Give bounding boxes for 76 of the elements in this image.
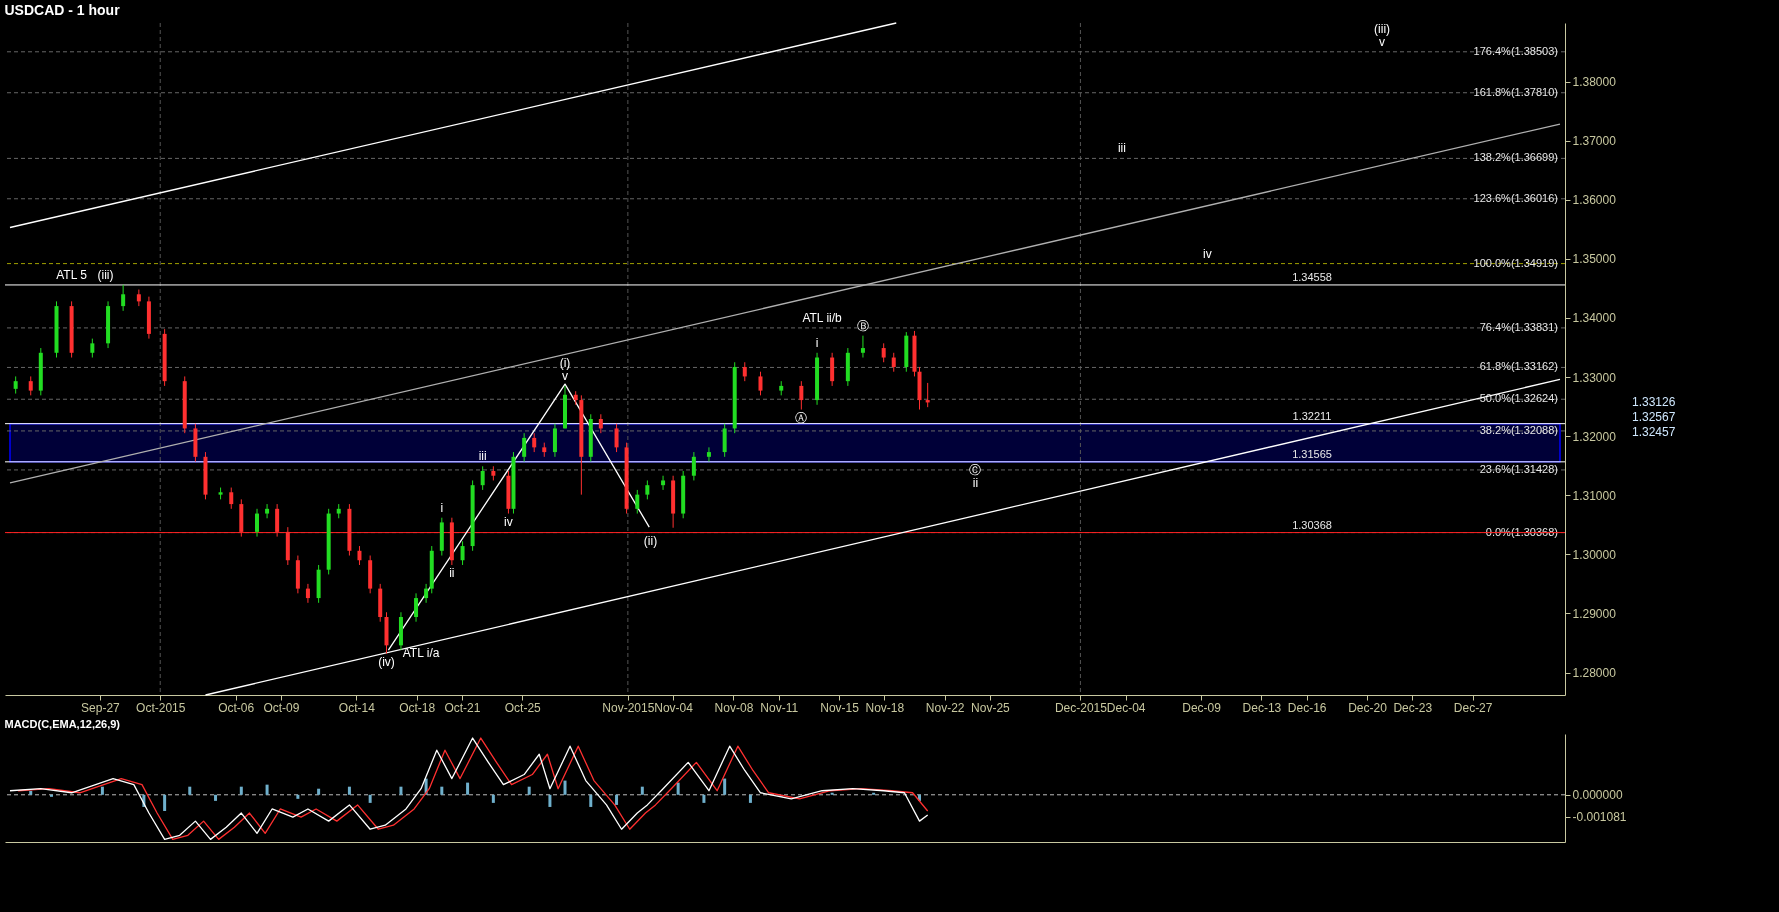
text: 1.32567 [1632, 410, 1676, 425]
ref-line-label: 1.30368 [1292, 518, 1332, 531]
x-tick-label: Dec-16 [1287, 700, 1327, 715]
x-tick-label: Nov-22 [925, 700, 965, 715]
text: 1.33126 [1632, 395, 1676, 410]
y-tick-label: 0.000000 [1572, 788, 1623, 803]
x-tick-label: Nov-04 [654, 700, 694, 715]
ref-line-label: 1.32211 [1292, 409, 1332, 422]
chart-title: MACD(C,EMA,12,26,9) [4, 718, 121, 730]
annotation: Ⓒ [969, 462, 982, 477]
annotation: ii [449, 565, 455, 580]
annotation: Ⓐ [795, 410, 808, 425]
ref-line-label: 161.8%(1.37810) [1473, 85, 1558, 98]
y-tick-label: 1.31000 [1572, 488, 1617, 503]
x-tick-label: Dec-04 [1106, 700, 1146, 715]
y-tick-label: 1.37000 [1572, 134, 1617, 149]
x-tick-label: Oct-21 [444, 700, 481, 715]
y-tick-label: 1.33000 [1572, 370, 1617, 385]
annotation: i [440, 500, 444, 515]
y-tick-label: 1.36000 [1572, 193, 1617, 208]
y-tick-label: -0.001081 [1572, 810, 1627, 825]
annotation: i [815, 335, 819, 350]
chart-title: USDCAD - 1 hour [4, 2, 121, 19]
x-tick-label: Oct-25 [504, 700, 542, 715]
x-tick-label: Nov-11 [760, 700, 799, 715]
annotation: ii [972, 475, 979, 490]
annotation: ATL 5 [56, 267, 88, 282]
y-tick-label: 1.28000 [1572, 666, 1617, 681]
ref-line-label: 138.2%(1.36699) [1473, 151, 1558, 164]
x-tick-label: Nov-25 [971, 700, 1011, 715]
ref-line-label: 50.0%(1.32624) [1479, 392, 1558, 405]
annotation: (iv) [378, 654, 395, 669]
x-tick-label: Nov-08 [714, 700, 754, 715]
x-tick-label: Dec-09 [1182, 700, 1222, 715]
ref-line-label: 61.8%(1.33162) [1479, 360, 1558, 373]
annotation: (ii) [643, 533, 658, 548]
annotation: (iii) [97, 267, 114, 282]
annotation: iv [1203, 246, 1212, 261]
x-tick-label: Sep-27 [81, 700, 121, 715]
x-tick-label: Nov-18 [865, 700, 905, 715]
x-tick-label: Oct-14 [338, 700, 376, 715]
y-tick-label: 1.34000 [1572, 311, 1617, 326]
annotation: ATL ii/b [802, 310, 843, 325]
annotation: v [1379, 34, 1386, 49]
x-tick-label: Oct-18 [399, 700, 436, 715]
ref-line-label: 123.6%(1.36016) [1473, 191, 1558, 204]
x-tick-label: Nov-2015 [602, 700, 655, 715]
annotation: iv [504, 514, 513, 529]
ref-line-label: 1.31565 [1292, 447, 1332, 460]
x-tick-label: Oct-06 [218, 700, 255, 715]
x-tick-label: Dec-20 [1348, 700, 1388, 715]
x-tick-label: Oct-2015 [136, 700, 186, 715]
ref-line-label: 100.0%(1.34919) [1473, 256, 1558, 269]
annotation: (iii) [1374, 21, 1391, 36]
y-tick-label: 1.38000 [1572, 75, 1617, 90]
annotation: ATL i/a [402, 645, 440, 660]
x-tick-label: Dec-13 [1242, 700, 1282, 715]
ref-line-label: 76.4%(1.33831) [1479, 320, 1558, 333]
x-tick-label: Oct-09 [263, 700, 300, 715]
y-tick-label: 1.35000 [1572, 252, 1617, 267]
ref-line-label: 23.6%(1.31428) [1479, 462, 1558, 475]
text: 1.32457 [1632, 425, 1676, 440]
y-tick-label: 1.30000 [1572, 547, 1617, 562]
annotation: iii [478, 449, 487, 464]
x-tick-label: Dec-2015 [1054, 700, 1108, 715]
annotation: Ⓑ [856, 318, 869, 333]
x-tick-label: Dec-27 [1453, 700, 1493, 715]
annotation: (i) [559, 355, 571, 370]
annotation: iii [1117, 141, 1126, 156]
y-tick-label: 1.32000 [1572, 429, 1617, 444]
ref-line-label: 1.34558 [1292, 270, 1332, 283]
ref-line-label: 176.4%(1.38503) [1473, 44, 1558, 57]
ref-line-label: 38.2%(1.32088) [1479, 423, 1558, 436]
x-tick-label: Dec-23 [1393, 700, 1433, 715]
y-tick-label: 1.29000 [1572, 606, 1617, 621]
x-tick-label: Nov-15 [820, 700, 860, 715]
